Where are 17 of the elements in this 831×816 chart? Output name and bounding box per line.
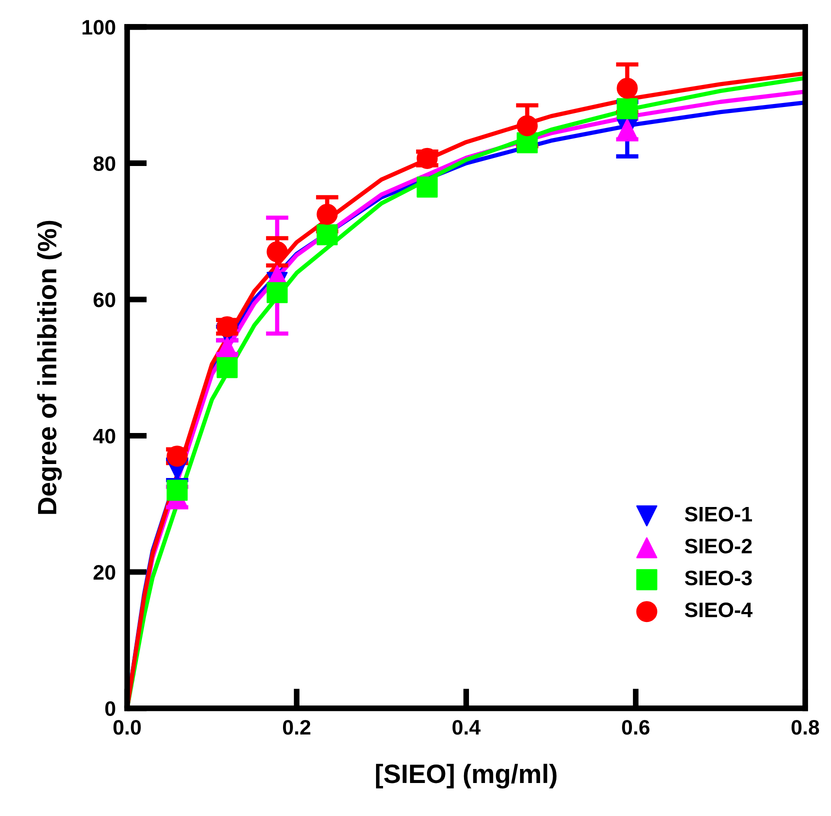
x-tick-label: 0.2 — [283, 720, 310, 735]
y-tick-label: 40 — [93, 428, 116, 444]
legend-label: SIEO-3 — [684, 570, 752, 586]
legend-label: SIEO-1 — [684, 506, 752, 522]
y-tick-label: 80 — [94, 156, 116, 171]
y-tick-label: 20 — [94, 565, 116, 580]
y-tick-label: 0 — [105, 701, 116, 716]
legend-label: SIEO-2 — [684, 538, 752, 554]
x-tick-label: 0.4 — [452, 720, 481, 735]
x-axis-title: [SIEO] (mg/ml) — [376, 764, 557, 789]
y-tick-label: 100 — [82, 20, 116, 35]
y-tick-label: 60 — [94, 292, 116, 308]
y-axis-title: Degree of inhibition (%) — [37, 220, 62, 514]
legend-label: SIEO-4 — [684, 602, 752, 618]
x-tick-label: 0.0 — [113, 720, 141, 735]
x-tick-label: 0.6 — [622, 720, 650, 735]
x-tick-label: 0.8 — [792, 720, 820, 735]
